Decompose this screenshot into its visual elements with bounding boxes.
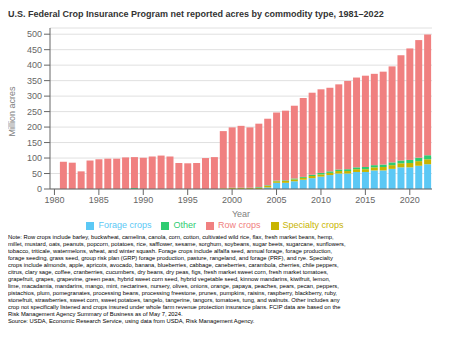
- html-text:millet, mustard, oats, peanuts: millet, mustard, oats, peanuts, popcorn,…: [8, 241, 346, 247]
- html-text:Row crops: Row crops: [218, 220, 261, 230]
- svg-text:50: 50: [32, 169, 42, 179]
- svg-text:1990: 1990: [133, 195, 153, 205]
- svg-text:Year: Year: [232, 209, 250, 219]
- svg-text:1980: 1980: [44, 195, 64, 205]
- svg-text:450: 450: [27, 45, 42, 55]
- svg-text:0: 0: [37, 184, 42, 194]
- html-text:forage seeding, grass seed, gr: forage seeding, grass seed, group risk p…: [8, 255, 333, 261]
- svg-text:1995: 1995: [178, 195, 198, 205]
- svg-text:200: 200: [27, 122, 42, 132]
- html-text:citrus, clary sage, coffee, cr: citrus, clary sage, coffee, cranberries,…: [8, 269, 329, 275]
- html-text:crops include almonds, apple,: crops include almonds, apple, apricots, …: [8, 262, 339, 268]
- svg-text:500: 500: [27, 29, 42, 39]
- html-text:Other: Other: [173, 220, 196, 230]
- html-text:grapefruit, grapes, grapevine,: grapefruit, grapes, grapevine, green pea…: [8, 276, 331, 282]
- html-text:Specialty crops: Specialty crops: [282, 220, 344, 230]
- html-text:lime, macadamia, mandarins, ma: lime, macadamia, mandarins, mango, mint,…: [8, 283, 339, 289]
- svg-text:250: 250: [27, 107, 42, 117]
- svg-text:350: 350: [27, 76, 42, 86]
- html-text:Forage crops: Forage crops: [98, 220, 152, 230]
- html-text:pistachios, plum, pomegranates: pistachios, plum, pomegranates, processi…: [8, 290, 337, 296]
- html-text:crop not specifically listened: crop not specifically listened and crops…: [8, 304, 341, 310]
- html-text:Risk Management Agency Summary: Risk Management Agency Summary of Busine…: [8, 311, 183, 317]
- svg-text:2015: 2015: [355, 195, 375, 205]
- html-text:U.S. Federal Crop Insurance Pr: U.S. Federal Crop Insurance Program net …: [8, 9, 384, 19]
- html-text:tobacco, triticale, watermelon: tobacco, triticale, watermelons, wheat, …: [8, 248, 333, 254]
- svg-text:2010: 2010: [311, 195, 331, 205]
- html-text:Note: Row crops include barley: Note: Row crops include barley, buckwhea…: [8, 234, 334, 240]
- svg-text:150: 150: [27, 138, 42, 148]
- svg-text:300: 300: [27, 91, 42, 101]
- html-text:Source: USDA, Economic Researc: Source: USDA, Economic Research Service,…: [8, 318, 255, 324]
- svg-text:Million acres: Million acres: [8, 86, 17, 137]
- svg-text:2020: 2020: [400, 195, 420, 205]
- svg-text:400: 400: [27, 60, 42, 70]
- html-text:stonefruit, strawberries, swee: stonefruit, strawberries, sweet corn, sw…: [8, 297, 340, 303]
- svg-text:2000: 2000: [222, 195, 242, 205]
- svg-text:1985: 1985: [89, 195, 109, 205]
- svg-text:2005: 2005: [267, 195, 287, 205]
- svg-text:100: 100: [27, 153, 42, 163]
